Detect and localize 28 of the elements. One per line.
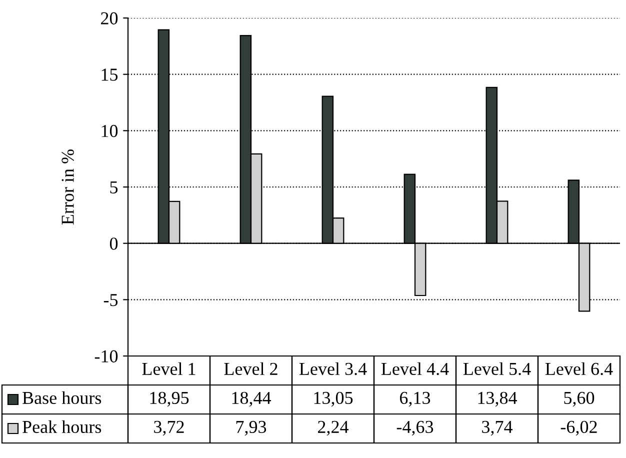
data-label: 5,60 [564, 392, 594, 407]
x-tick-label: Level 6.4 [545, 362, 613, 376]
y-tick-label: 0 [110, 238, 118, 250]
y-tick-label: 15 [102, 68, 118, 81]
data-label: 18,44 [232, 392, 272, 407]
data-label: 13,84 [478, 392, 518, 407]
data-label: 2,24 [318, 420, 349, 436]
y-tick-label: 10 [102, 124, 118, 138]
data-label: 18,95 [150, 392, 189, 407]
x-tick-label: Level 5.4 [463, 362, 531, 376]
data-label: 6,13 [400, 392, 430, 407]
x-tick-label: Level 3.4 [299, 362, 367, 376]
data-label: -6,02 [560, 420, 597, 436]
y-tick-label: -10 [94, 350, 118, 362]
data-label: -4,63 [396, 420, 434, 436]
x-tick-label: Level 2 [224, 362, 278, 376]
data-label: 13,05 [314, 392, 353, 407]
y-tick-label: 20 [101, 12, 118, 24]
x-tick-label: Level 1 [142, 362, 196, 376]
y-tick-label: 5 [110, 181, 118, 194]
legend-label: Peak hours [22, 420, 102, 434]
legend-label: Base hours [22, 391, 102, 404]
y-tick-label: -5 [104, 294, 118, 306]
data-label: 3,74 [482, 420, 513, 436]
x-tick-label: Level 4.4 [381, 362, 449, 376]
data-label: 7,93 [236, 420, 266, 436]
y-axis-title: Error in % [62, 150, 74, 225]
data-label: 3,72 [154, 420, 184, 436]
